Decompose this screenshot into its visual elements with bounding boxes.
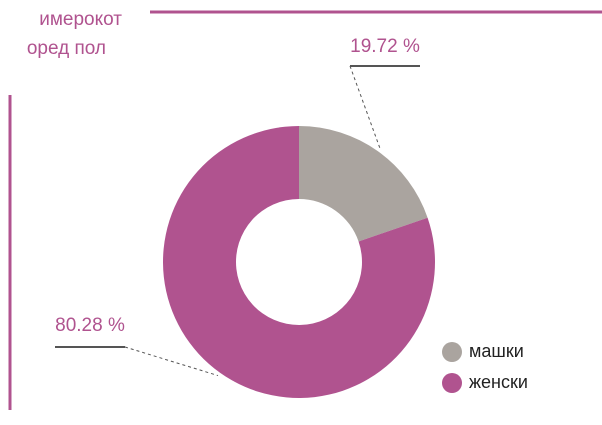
caption-line: оред пол <box>27 38 106 59</box>
slice <box>163 126 436 398</box>
legend-label: женски <box>469 372 528 392</box>
leader <box>124 346 219 377</box>
leader <box>349 65 381 149</box>
caption-line: имерокот <box>39 9 122 30</box>
legend-swatch <box>442 342 462 362</box>
value-label: 80.28 % <box>55 315 125 336</box>
legend-label: машки <box>469 341 524 361</box>
slice <box>299 126 428 242</box>
value-label: 19.72 % <box>350 36 420 57</box>
legend-swatch <box>442 373 462 393</box>
